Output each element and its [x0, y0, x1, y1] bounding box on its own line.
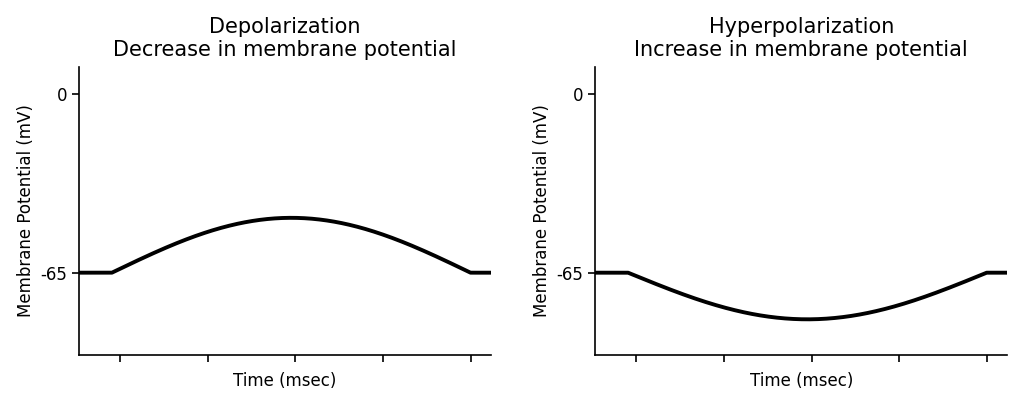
Y-axis label: Membrane Potential (mV): Membrane Potential (mV) [532, 105, 551, 317]
Y-axis label: Membrane Potential (mV): Membrane Potential (mV) [16, 105, 35, 317]
Title: Depolarization
Decrease in membrane potential: Depolarization Decrease in membrane pote… [114, 17, 457, 60]
Title: Hyperpolarization
Increase in membrane potential: Hyperpolarization Increase in membrane p… [634, 17, 968, 60]
X-axis label: Time (msec): Time (msec) [750, 372, 853, 390]
X-axis label: Time (msec): Time (msec) [233, 372, 337, 390]
